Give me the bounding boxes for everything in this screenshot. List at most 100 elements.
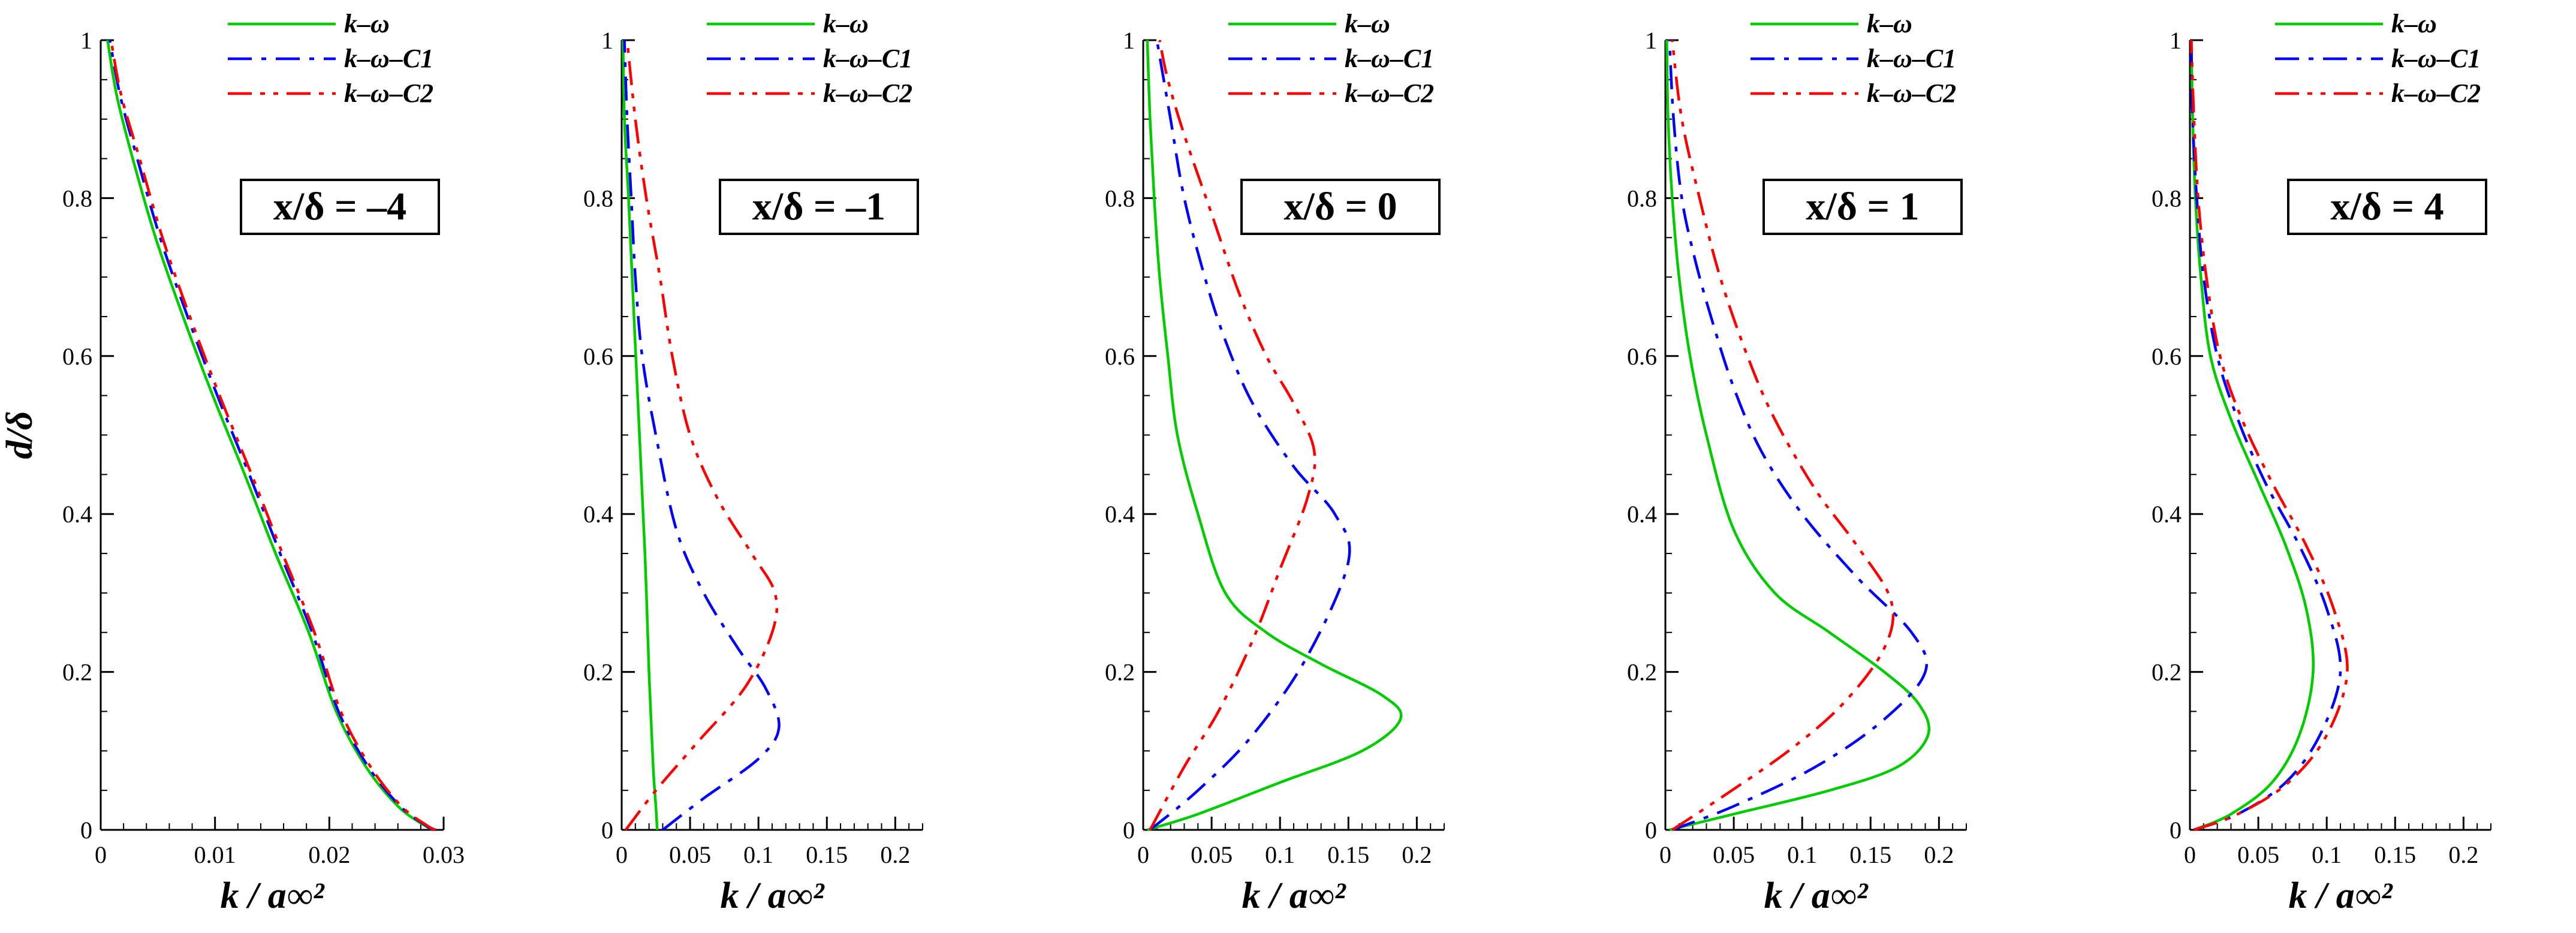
annotation-box — [719, 179, 919, 235]
y-tick-label: 1 — [80, 27, 92, 54]
annotation-box — [2287, 179, 2487, 235]
series-line-1 — [622, 40, 659, 830]
legend-label: k–ω–C2 — [823, 79, 912, 108]
panel-5: 0 0.2 0.4 0.6 0.8 1 0 0.05 0.1 0.15 0.2 k–ω k–ω–C1 k–… — [2152, 9, 2491, 916]
series-line-1 — [1665, 40, 1930, 832]
series-line-3 — [1149, 40, 1316, 831]
x-tick-label: 0 — [2184, 841, 2196, 868]
series-line-2 — [623, 40, 781, 831]
y-tick-label: 1 — [1645, 27, 1657, 54]
y-tick-label: 0 — [1123, 817, 1135, 844]
legend-label: k–ω–C1 — [1345, 44, 1434, 73]
legend-label: k–ω — [344, 9, 390, 38]
series-line-3 — [625, 40, 779, 831]
series-line-3 — [1671, 40, 1895, 831]
legend-label: k–ω — [2391, 9, 2437, 38]
annotation-box — [1762, 179, 1963, 235]
y-tick-label: 0.2 — [1105, 659, 1135, 686]
series-line-2 — [2190, 40, 2342, 832]
y-tick-label: 0.8 — [1105, 185, 1135, 212]
annotation-label: x/δ = 0 — [1284, 185, 1397, 228]
series-line-2 — [109, 40, 435, 832]
y-axis-title: d/δ — [0, 411, 40, 459]
x-tick-label: 0.1 — [743, 841, 773, 868]
y-tick-label: 0.2 — [583, 659, 613, 686]
legend-label: k–ω–C2 — [2391, 79, 2481, 108]
legend-label: k–ω–C2 — [344, 79, 433, 108]
annotation-label: x/δ = 1 — [1806, 185, 1919, 228]
y-tick-label: 0.6 — [583, 343, 613, 370]
x-axis-title: k / a∞² — [2288, 875, 2393, 916]
x-tick-label: 0.1 — [1265, 841, 1295, 868]
y-tick-label: 0.4 — [2152, 501, 2182, 528]
y-tick-label: 0.2 — [62, 659, 92, 686]
y-tick-label: 0.6 — [2152, 343, 2182, 370]
x-tick-label: 0.05 — [1191, 841, 1233, 868]
series-line-2 — [1149, 40, 1351, 831]
y-tick-label: 0 — [80, 817, 92, 844]
y-tick-label: 1 — [1123, 27, 1135, 54]
series-line-1 — [106, 40, 435, 832]
x-tick-label: 0.01 — [194, 841, 236, 868]
x-axis-title: k / a∞² — [720, 875, 824, 916]
x-tick-label: 0.02 — [308, 841, 350, 868]
y-tick-label: 0.8 — [2152, 185, 2182, 212]
x-tick-label: 0.2 — [1402, 841, 1432, 868]
x-axis-title: k / a∞² — [220, 875, 324, 916]
y-tick-label: 0.4 — [583, 501, 613, 528]
series-line-3 — [2190, 40, 2349, 832]
panel-3: 0 0.2 0.4 0.6 0.8 1 0 0.05 0.1 0.15 0.2 k–ω k–ω–C1 k–… — [1105, 9, 1445, 916]
legend-label: k–ω–C1 — [2391, 44, 2481, 73]
annotation-label: x/δ = –1 — [752, 185, 885, 228]
y-tick-label: 0 — [2170, 817, 2182, 844]
legend-label: k–ω–C1 — [1867, 44, 1956, 73]
panel-1: 0 0.2 0.4 0.6 0.8 1 0 0.01 0.02 0.03 k–ω k–ω–C1 k–ω–… — [0, 9, 465, 916]
x-tick-label: 0.15 — [2374, 841, 2416, 868]
series-line-3 — [109, 40, 436, 832]
x-tick-label: 0 — [616, 841, 628, 868]
series-line-1 — [2190, 40, 2315, 832]
y-tick-label: 0 — [601, 817, 613, 844]
y-tick-label: 0.2 — [1627, 659, 1657, 686]
legend-label: k–ω — [1345, 9, 1390, 38]
x-axis-title: k / a∞² — [1242, 875, 1346, 916]
y-tick-label: 0 — [1645, 817, 1657, 844]
legend-label: k–ω–C1 — [344, 44, 433, 73]
legend-label: k–ω — [823, 9, 869, 38]
legend-label: k–ω–C1 — [823, 44, 912, 73]
annotation-label: x/δ = –4 — [273, 185, 406, 228]
y-tick-label: 0.4 — [62, 501, 92, 528]
x-tick-label: 0.05 — [2237, 841, 2279, 868]
series-line-1 — [1146, 40, 1403, 832]
series-line-2 — [1668, 40, 1929, 832]
y-tick-label: 1 — [2170, 27, 2182, 54]
legend-label: k–ω–C2 — [1867, 79, 1956, 108]
y-tick-label: 0.4 — [1105, 501, 1135, 528]
y-tick-label: 0.8 — [62, 185, 92, 212]
panel-2: 0 0.2 0.4 0.6 0.8 1 0 0.05 0.1 0.15 0.2 k–ω k–ω–C1 k–… — [583, 9, 923, 916]
x-tick-label: 0 — [1659, 841, 1671, 868]
y-tick-label: 0.4 — [1627, 501, 1657, 528]
y-tick-label: 0.8 — [583, 185, 613, 212]
legend-label: k–ω — [1867, 9, 1912, 38]
x-tick-label: 0.15 — [1849, 841, 1891, 868]
x-tick-label: 0.2 — [2448, 841, 2478, 868]
y-tick-label: 0.6 — [1105, 343, 1135, 370]
x-tick-label: 0 — [95, 841, 107, 868]
y-tick-label: 0.6 — [1627, 343, 1657, 370]
y-tick-label: 0.8 — [1627, 185, 1657, 212]
annotation-box — [240, 179, 440, 235]
x-axis-title: k / a∞² — [1764, 875, 1868, 916]
legend-label: k–ω–C2 — [1345, 79, 1434, 108]
panel-4: 0 0.2 0.4 0.6 0.8 1 0 0.05 0.1 0.15 0.2 k–ω k–ω–C1 k–… — [1627, 9, 1967, 916]
annotation-label: x/δ = 4 — [2330, 185, 2444, 228]
x-tick-label: 0.15 — [806, 841, 848, 868]
x-tick-label: 0.2 — [1924, 841, 1954, 868]
y-tick-label: 1 — [601, 27, 613, 54]
x-tick-label: 0.1 — [2312, 841, 2342, 868]
x-tick-label: 0.05 — [669, 841, 711, 868]
x-tick-label: 0.03 — [423, 841, 465, 868]
y-tick-label: 0.2 — [2152, 659, 2182, 686]
